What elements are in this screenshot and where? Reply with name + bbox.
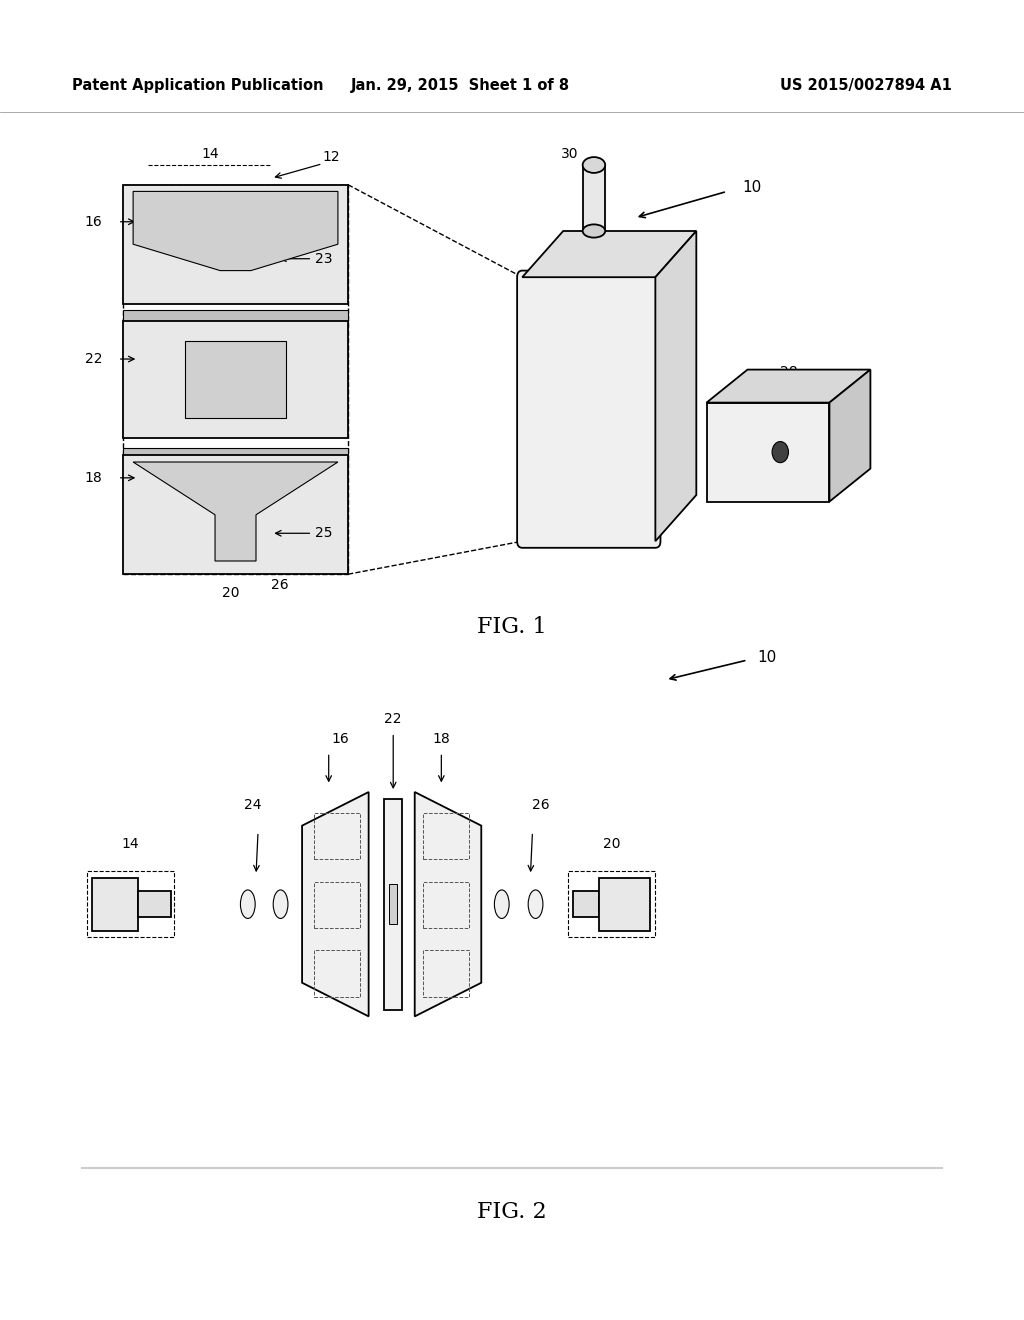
- Text: 18: 18: [85, 471, 102, 484]
- Text: 28: 28: [780, 366, 798, 379]
- Ellipse shape: [583, 157, 605, 173]
- Text: FIG. 1: FIG. 1: [477, 616, 547, 638]
- Text: 25: 25: [315, 527, 333, 540]
- FancyBboxPatch shape: [123, 321, 348, 438]
- Text: 23: 23: [315, 252, 333, 265]
- Ellipse shape: [495, 890, 509, 919]
- Polygon shape: [522, 231, 696, 277]
- Text: 30: 30: [561, 148, 579, 161]
- FancyBboxPatch shape: [123, 455, 348, 574]
- Text: 26: 26: [531, 797, 550, 812]
- Bar: [123, 185, 348, 574]
- Polygon shape: [415, 792, 481, 1016]
- Text: 26: 26: [271, 578, 289, 593]
- FancyBboxPatch shape: [123, 185, 348, 304]
- FancyBboxPatch shape: [384, 799, 402, 1010]
- Bar: [423, 882, 469, 928]
- Text: 18: 18: [432, 731, 451, 746]
- FancyBboxPatch shape: [517, 271, 660, 548]
- Bar: [423, 950, 469, 997]
- Text: 22: 22: [845, 432, 862, 445]
- Text: 22: 22: [85, 352, 102, 366]
- Text: Patent Application Publication: Patent Application Publication: [72, 78, 324, 94]
- FancyBboxPatch shape: [583, 165, 605, 231]
- Bar: [87, 871, 174, 937]
- Polygon shape: [707, 370, 870, 403]
- FancyBboxPatch shape: [123, 310, 348, 326]
- Ellipse shape: [273, 890, 288, 919]
- Text: 16: 16: [332, 731, 349, 746]
- FancyBboxPatch shape: [599, 878, 650, 931]
- Bar: [314, 882, 360, 928]
- Bar: [314, 813, 360, 859]
- FancyBboxPatch shape: [184, 341, 286, 418]
- Text: 14: 14: [122, 837, 139, 851]
- Text: 10: 10: [742, 180, 762, 195]
- Bar: [314, 950, 360, 997]
- Text: 24: 24: [315, 224, 333, 238]
- Text: 12: 12: [323, 149, 340, 164]
- Text: 20: 20: [603, 837, 621, 851]
- Polygon shape: [133, 462, 338, 561]
- FancyBboxPatch shape: [573, 891, 599, 917]
- Text: 14: 14: [201, 147, 219, 161]
- Ellipse shape: [528, 890, 543, 919]
- Ellipse shape: [241, 890, 255, 919]
- Text: 20: 20: [221, 586, 240, 601]
- Text: 22: 22: [384, 711, 402, 726]
- FancyBboxPatch shape: [138, 891, 171, 917]
- Text: 16: 16: [85, 215, 102, 228]
- FancyBboxPatch shape: [389, 884, 397, 924]
- Text: 10: 10: [758, 649, 777, 665]
- FancyBboxPatch shape: [92, 878, 138, 931]
- Ellipse shape: [583, 224, 605, 238]
- Circle shape: [772, 442, 788, 463]
- Bar: [423, 813, 469, 859]
- Text: US 2015/0027894 A1: US 2015/0027894 A1: [780, 78, 952, 94]
- Text: Jan. 29, 2015  Sheet 1 of 8: Jan. 29, 2015 Sheet 1 of 8: [351, 78, 570, 94]
- Polygon shape: [655, 231, 696, 541]
- Polygon shape: [133, 191, 338, 271]
- Polygon shape: [302, 792, 369, 1016]
- FancyBboxPatch shape: [123, 449, 348, 462]
- Bar: [568, 871, 655, 937]
- Bar: [707, 403, 829, 502]
- Polygon shape: [829, 370, 870, 502]
- Text: FIG. 2: FIG. 2: [477, 1201, 547, 1222]
- Text: 24: 24: [244, 797, 262, 812]
